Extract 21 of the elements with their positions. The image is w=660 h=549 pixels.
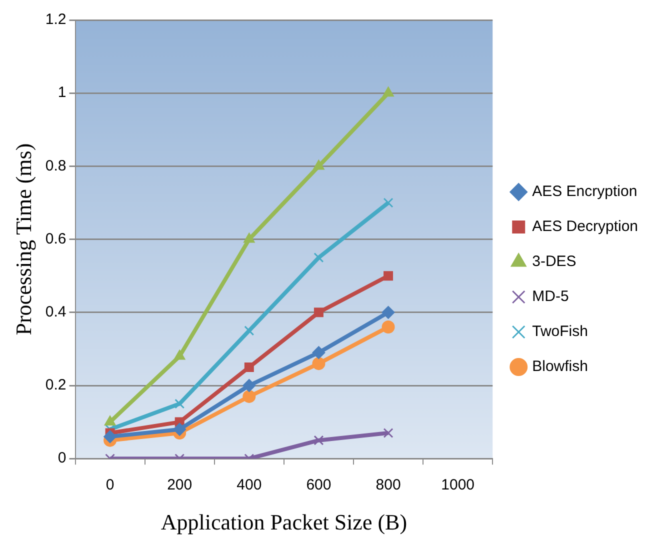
legend-label: 3-DES [532,253,576,270]
legend-label: TwoFish [532,323,588,340]
x-tick-label: 400 [236,476,262,494]
y-tick-label: 0.2 [45,376,66,394]
y-axis-title: Processing Time (ms) [10,143,36,336]
x-tick-label: 800 [376,476,401,494]
y-tick-label: 0.8 [45,157,66,174]
y-tick-label: 0.4 [45,304,66,321]
x-tick-label: 200 [167,476,192,494]
legend-label: AES Encryption [532,183,638,200]
x-tick-label: 600 [306,476,332,494]
x-axis-title: Application Packet Size (B) [160,510,408,535]
x-tick-label: 0 [106,476,114,494]
x-tick-label: 1000 [441,476,475,494]
y-tick-label: 0 [58,450,66,467]
y-tick-label: 1.2 [45,11,66,28]
legend-label: Blowfish [532,358,588,376]
y-tick-label: 1 [58,84,66,102]
y-tick-label: 0.6 [45,230,66,248]
legend-label: MD-5 [532,288,569,306]
legend-label: AES Decryption [532,218,638,236]
